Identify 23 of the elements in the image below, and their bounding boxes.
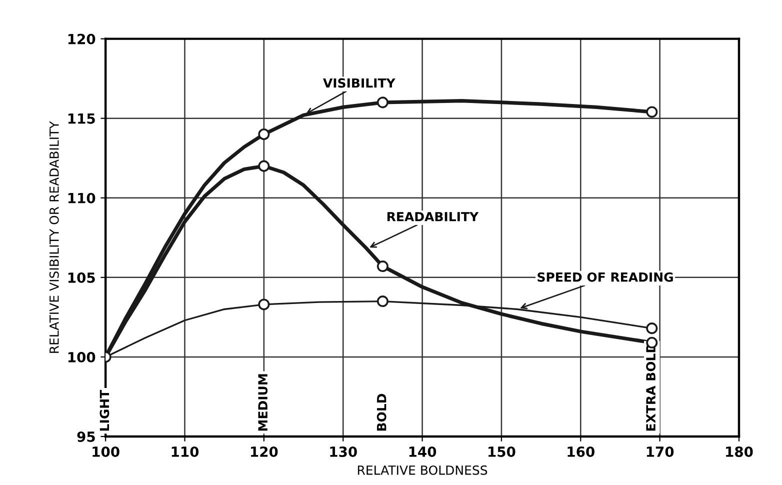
annotation: SPEED OF READING <box>538 272 673 282</box>
y-tick-label: 105 <box>68 272 95 283</box>
annotation: MEDIUM <box>258 374 268 431</box>
x-tick-label: 180 <box>726 446 753 457</box>
x-tick-label: 100 <box>92 446 120 457</box>
annotation: LIGHT <box>100 390 110 431</box>
annotation: READABILITY <box>387 212 479 222</box>
y-tick-label: 115 <box>68 113 95 124</box>
y-tick-label: 120 <box>68 34 96 44</box>
y-tick-label: 95 <box>77 431 95 442</box>
x-tick-label: 150 <box>488 446 516 457</box>
x-tick-label: 140 <box>409 446 436 457</box>
y-tick-label: 110 <box>68 192 96 204</box>
y-tick-label: 100 <box>68 352 96 362</box>
x-tick-label: 130 <box>330 446 357 457</box>
x-tick-label: 120 <box>250 446 278 457</box>
annotation: VISIBILITY <box>323 78 396 88</box>
x-axis-title: RELATIVE BOLDNESS <box>358 465 488 475</box>
annotation: BOLD <box>376 394 386 431</box>
x-tick-label: 170 <box>646 446 674 457</box>
x-tick-label: 160 <box>568 446 594 457</box>
x-tick-label: 110 <box>172 446 199 457</box>
y-axis-title: RELATIVE VISIBILITY OR READABILITY <box>49 121 59 353</box>
